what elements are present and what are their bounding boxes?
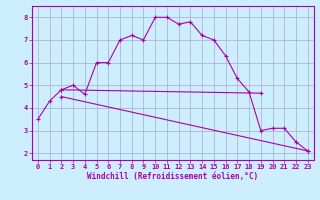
X-axis label: Windchill (Refroidissement éolien,°C): Windchill (Refroidissement éolien,°C): [87, 172, 258, 181]
